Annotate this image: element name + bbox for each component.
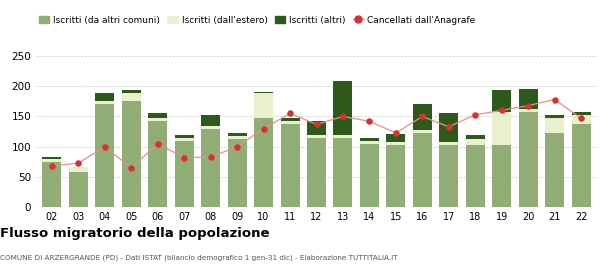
Bar [69, 172, 88, 207]
Point [338, 114, 348, 119]
Point [127, 166, 136, 170]
Bar [122, 94, 141, 101]
Point [206, 155, 215, 159]
Point [577, 116, 586, 120]
Point [74, 161, 83, 165]
Point [444, 125, 454, 129]
Point [232, 144, 242, 149]
Bar [95, 101, 115, 104]
Bar [307, 121, 326, 135]
Bar [148, 118, 167, 121]
Bar [518, 89, 538, 109]
Bar [95, 104, 115, 207]
Bar [175, 141, 194, 207]
Bar [334, 135, 352, 138]
Bar [545, 118, 564, 133]
Point [312, 122, 322, 127]
Text: COMUNE DI ARZERGRANDE (PD) - Dati ISTAT (bilancio demografico 1 gen-31 dic) - El: COMUNE DI ARZERGRANDE (PD) - Dati ISTAT … [0, 255, 398, 261]
Bar [254, 94, 273, 118]
Bar [227, 133, 247, 136]
Bar [227, 139, 247, 207]
Text: Flusso migratorio della popolazione: Flusso migratorio della popolazione [0, 227, 269, 240]
Bar [413, 130, 432, 133]
Point [550, 97, 559, 102]
Point [285, 111, 295, 116]
Bar [307, 135, 326, 138]
Bar [334, 81, 352, 135]
Point [179, 155, 189, 160]
Bar [281, 121, 299, 124]
Bar [281, 118, 299, 121]
Bar [175, 138, 194, 141]
Bar [148, 121, 167, 207]
Bar [572, 115, 590, 124]
Bar [492, 145, 511, 207]
Bar [148, 113, 167, 118]
Bar [334, 138, 352, 207]
Bar [413, 133, 432, 207]
Bar [545, 115, 564, 118]
Point [523, 103, 533, 108]
Bar [492, 112, 511, 145]
Bar [254, 92, 273, 94]
Bar [439, 142, 458, 145]
Point [100, 144, 110, 149]
Bar [201, 125, 220, 129]
Bar [95, 94, 115, 101]
Bar [43, 157, 61, 159]
Bar [281, 124, 299, 207]
Bar [466, 139, 485, 145]
Bar [386, 145, 406, 207]
Bar [122, 90, 141, 94]
Bar [175, 135, 194, 138]
Bar [201, 129, 220, 207]
Bar [572, 112, 590, 115]
Point [470, 113, 480, 117]
Bar [386, 142, 406, 145]
Bar [122, 101, 141, 207]
Bar [545, 133, 564, 207]
Point [153, 141, 163, 146]
Bar [439, 113, 458, 142]
Bar [360, 138, 379, 141]
Bar [254, 118, 273, 207]
Bar [466, 145, 485, 207]
Bar [43, 159, 61, 162]
Bar [43, 162, 61, 207]
Bar [413, 104, 432, 130]
Bar [518, 109, 538, 112]
Legend: Iscritti (da altri comuni), Iscritti (dall'estero), Iscritti (altri), Cancellati: Iscritti (da altri comuni), Iscritti (da… [35, 12, 479, 28]
Bar [201, 115, 220, 125]
Point [391, 130, 401, 135]
Bar [439, 145, 458, 207]
Bar [386, 134, 406, 142]
Point [418, 114, 427, 119]
Bar [572, 124, 590, 207]
Bar [518, 112, 538, 207]
Point [365, 119, 374, 123]
Bar [466, 135, 485, 139]
Bar [492, 90, 511, 112]
Bar [360, 144, 379, 207]
Bar [69, 167, 88, 172]
Bar [307, 138, 326, 207]
Point [47, 164, 56, 168]
Point [259, 126, 268, 131]
Bar [360, 141, 379, 144]
Point [497, 108, 506, 113]
Bar [227, 136, 247, 139]
